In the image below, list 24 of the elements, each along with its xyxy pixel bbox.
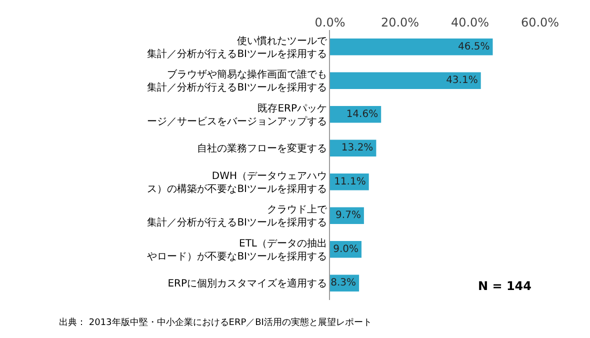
y-tick-label: ETL（データの抽出やロード）が不要なBIツールを採用する bbox=[147, 237, 327, 262]
x-tick-label: 40.0% bbox=[450, 16, 490, 30]
y-tick-label: クラウド上で集計／分析が行えるBIツールを採用する bbox=[147, 204, 328, 229]
x-tick-label: 60.0% bbox=[520, 16, 560, 30]
y-tick-label: DWH（データウェアハウス）の構築が不要なBIツールを採用する bbox=[147, 170, 327, 195]
y-tick-label: 既存ERPパッケージ／サービスをバージョンアップする bbox=[147, 102, 327, 128]
data-label: 8.3% bbox=[330, 278, 356, 289]
data-label: 9.0% bbox=[333, 244, 358, 255]
annotation: N = 144 bbox=[478, 279, 532, 293]
x-tick-label: 20.0% bbox=[380, 16, 420, 30]
data-label: 13.2% bbox=[341, 142, 374, 154]
bar bbox=[330, 72, 481, 90]
data-label: 14.6% bbox=[346, 108, 378, 120]
data-label: 46.5% bbox=[458, 41, 490, 52]
data-label: 11.1% bbox=[334, 176, 366, 188]
y-tick-label: 使い慣れたツールで集計／分析が行えるBIツールを採用する bbox=[147, 34, 328, 60]
y-tick-label: 自社の業務フローを変更する bbox=[197, 142, 327, 155]
y-tick-label: ブラウザや簡易な操作画面で誰でも集計／分析が行えるBIツールを採用する bbox=[147, 68, 327, 94]
y-tick-label: ERPに個別カスタマイズを適用する bbox=[168, 278, 327, 290]
data-label: 43.1% bbox=[446, 75, 478, 86]
x-tick-label: 0.0% bbox=[314, 16, 346, 30]
bar bbox=[330, 38, 493, 56]
source-note: 出典： 2013年版中堅・中小企業におけるERP／BI活用の実態と展望レポート bbox=[59, 317, 372, 328]
data-label: 9.7% bbox=[336, 210, 361, 222]
